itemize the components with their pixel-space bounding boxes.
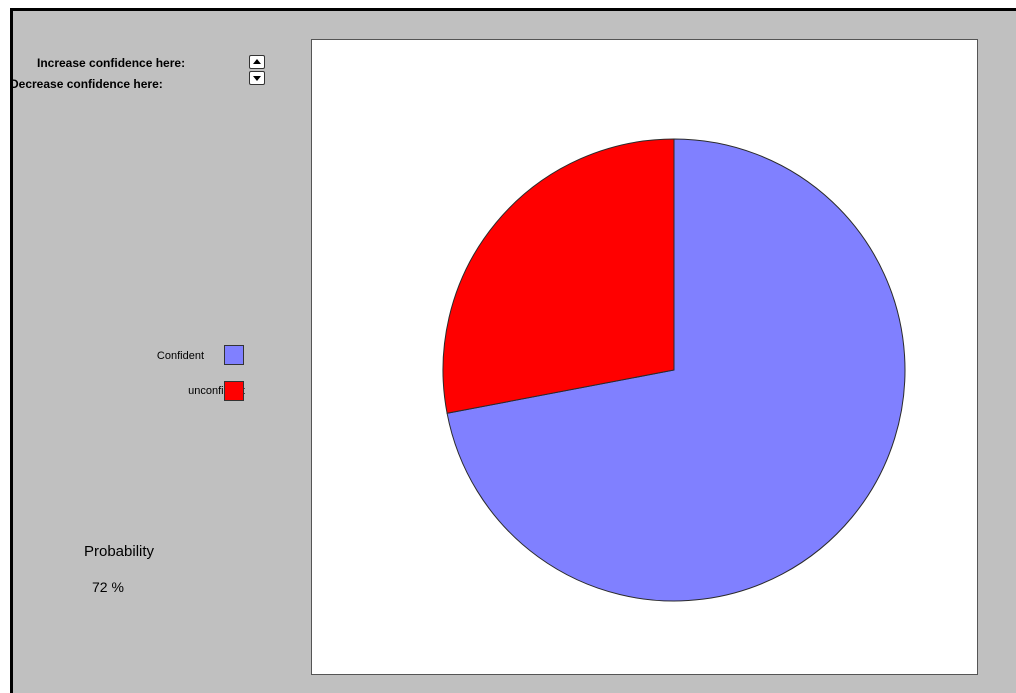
- pie-slice-unconfident: [442, 138, 675, 414]
- pie-chart: [442, 138, 906, 602]
- increase-confidence-label: Increase confidence here:: [37, 56, 186, 70]
- probability-value: 72 %: [92, 579, 124, 595]
- legend-label-confident: Confident: [156, 350, 204, 362]
- probability-title: Probability: [84, 543, 155, 560]
- app-window: Increase confidence here: Decrease confi…: [10, 8, 1016, 693]
- triangle-down-icon: [253, 76, 261, 81]
- triangle-up-icon: [253, 59, 261, 64]
- legend-swatch-confident: [224, 345, 244, 365]
- legend-swatch-unconfident: [224, 381, 244, 401]
- increase-confidence-button[interactable]: [249, 55, 265, 69]
- decrease-confidence-button[interactable]: [249, 71, 265, 85]
- pie-slice-confident: [446, 138, 906, 602]
- decrease-confidence-label: Decrease confidence here:: [10, 77, 163, 91]
- pie-chart-panel: [311, 39, 978, 675]
